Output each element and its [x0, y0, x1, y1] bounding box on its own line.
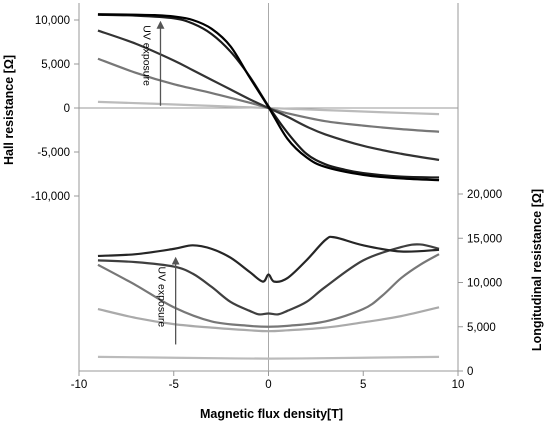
lower-y-tick-label: 20,000: [467, 189, 502, 201]
x-axis-title: Magnetic flux density[T]: [200, 407, 343, 421]
upper-y-tick-label: 5,000: [41, 59, 70, 71]
lower-y-tick-label: 15,000: [467, 233, 502, 245]
axes-layer: [74, 3, 463, 376]
upper-y-tick-label: -5,000: [37, 147, 70, 159]
hall-resistance-series-3: [97, 29, 440, 162]
lower-y-tick-label: 10,000: [467, 278, 502, 290]
upper-panel-plot: [97, 13, 440, 182]
lower-y-tick-label: 5,000: [467, 322, 496, 334]
longitudinal-resistance-series-5: [97, 235, 440, 283]
x-tick-label: 0: [265, 379, 271, 391]
longitudinal-resistance-series-1: [97, 355, 440, 360]
x-tick-label: -10: [71, 379, 88, 391]
lower-uv-exposure-label: UV exposure: [156, 267, 168, 328]
lower-panel-plot: [97, 235, 440, 360]
x-tick-label: -5: [169, 379, 179, 391]
longitudinal-resistance-series-4: [97, 243, 440, 316]
longitudinal-resistance-series-3: [97, 253, 440, 328]
lower-y-axis-title: Longitudinal resistance [Ω]: [530, 189, 544, 351]
hall-resistance-series-5: [97, 13, 440, 182]
upper-y-tick-label: 0: [64, 103, 70, 115]
x-tick-label: 5: [360, 379, 366, 391]
upper-y-tick-label: -10,000: [31, 191, 70, 203]
x-tick-label: 10: [452, 379, 465, 391]
upper-y-axis-title: Hall resistance [Ω]: [2, 55, 16, 165]
lower-y-tick-label: 0: [467, 366, 473, 378]
upper-uv-exposure-label: UV exposure: [140, 25, 152, 86]
longitudinal-resistance-series-2: [97, 306, 440, 333]
upper-y-tick-label: 10,000: [35, 15, 70, 27]
text-layer: -10 -5 0 5 10 10,000 5,000 0 -5,000 -10,000 0 5,000…: [2, 15, 544, 421]
